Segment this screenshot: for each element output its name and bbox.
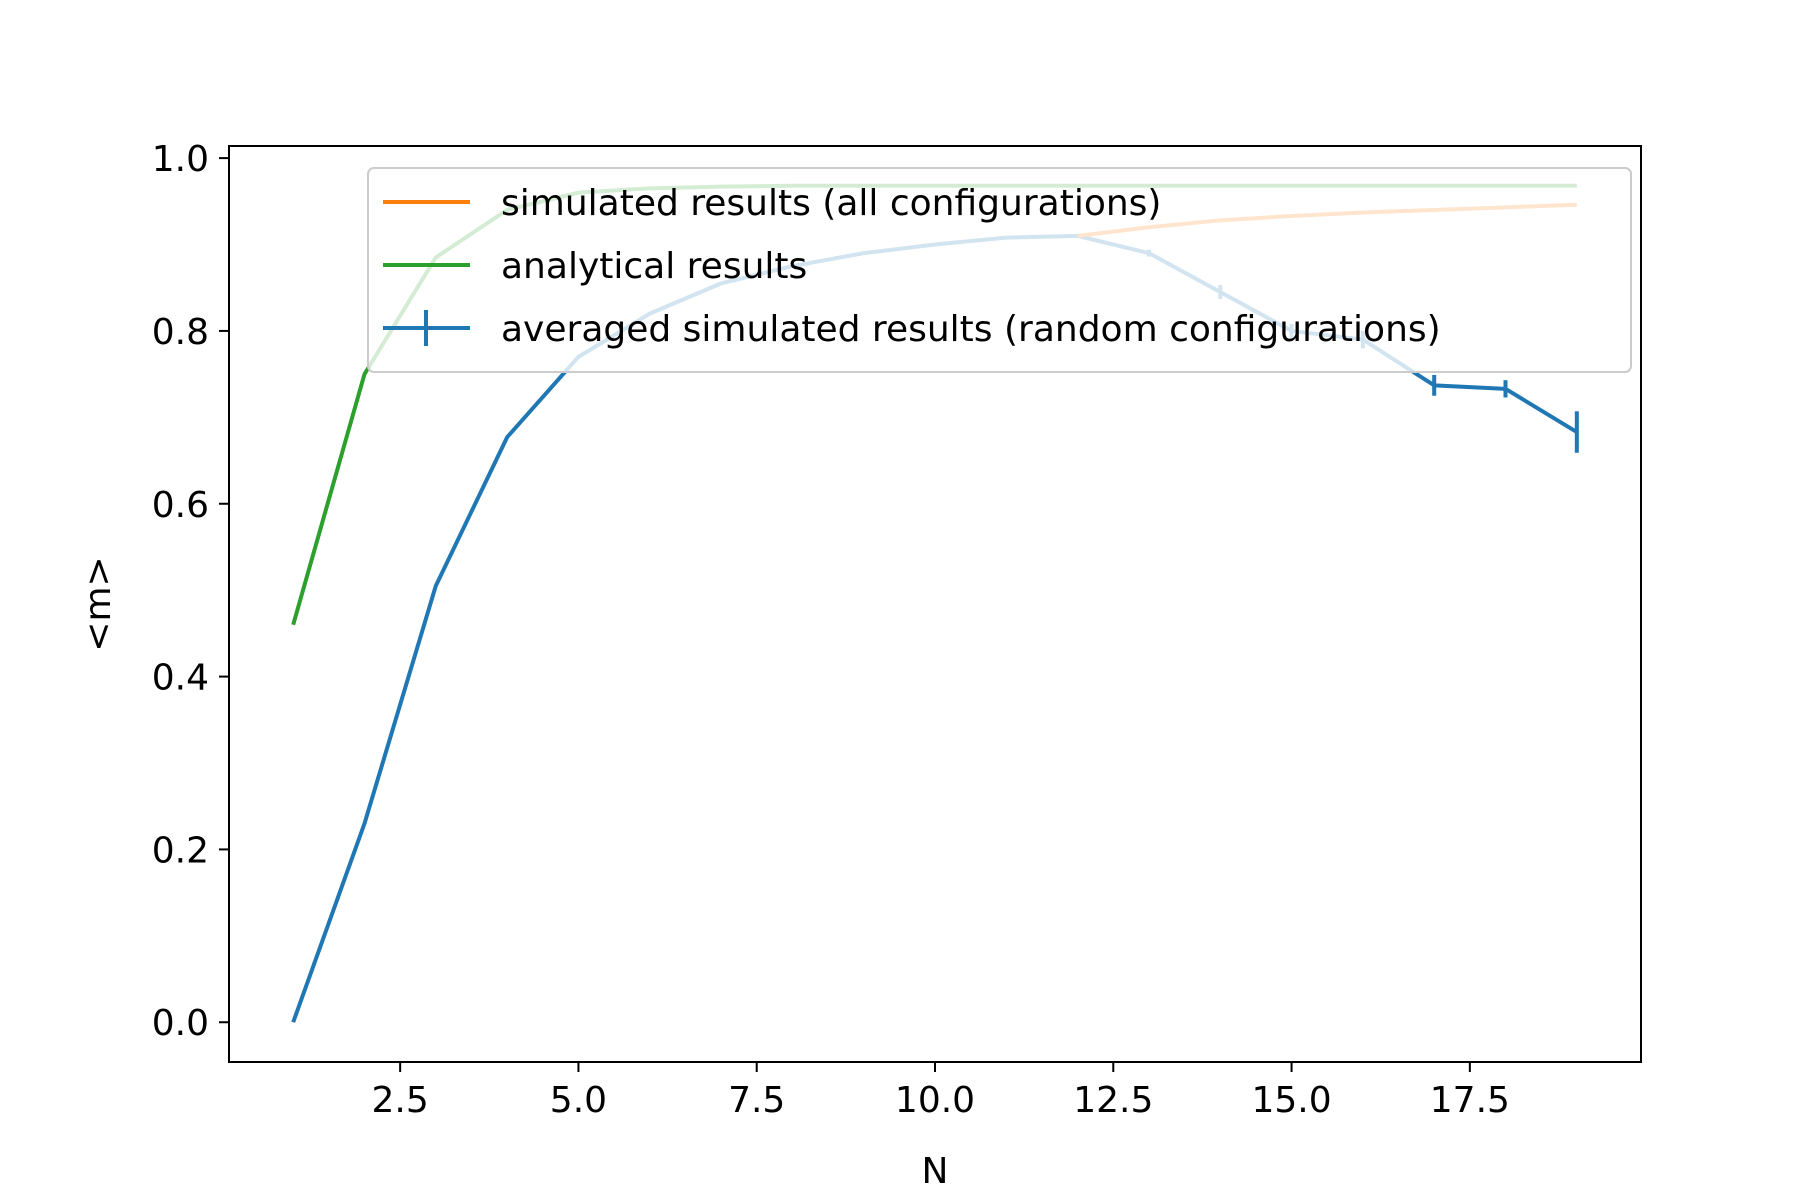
axes-frame: [228, 145, 1642, 1063]
y-tick-label: 0.8: [152, 312, 209, 353]
x-axis-label: N: [922, 1151, 949, 1192]
y-tick-label: 0.2: [152, 830, 209, 871]
y-tick-label: 0.4: [152, 658, 209, 699]
legend-box: [367, 167, 1632, 373]
legend-entry: simulated results (all configurations): [501, 183, 1161, 224]
x-tick-label: 15.0: [1251, 1080, 1331, 1121]
x-tick-label: 7.5: [728, 1080, 785, 1121]
x-tick-label: 10.0: [895, 1080, 975, 1121]
y-tick-label: 0.0: [152, 1003, 209, 1044]
x-axis-ticks: 2.5 5.0 7.5 10.0 12.5 15.0 17.5: [372, 1062, 1510, 1121]
x-tick-label: 12.5: [1073, 1080, 1153, 1121]
y-tick-label: 1.0: [152, 139, 209, 180]
x-tick-label: 17.5: [1430, 1080, 1510, 1121]
x-tick-label: 2.5: [372, 1080, 429, 1121]
y-tick-label: 0.6: [152, 485, 209, 526]
legend-entry: averaged simulated results (random confi…: [501, 309, 1441, 350]
legend-entry: analytical results: [501, 246, 807, 287]
y-axis-ticks: 0.0 0.2 0.4 0.6 0.8 1.0: [152, 139, 229, 1044]
x-tick-label: 5.0: [550, 1080, 607, 1121]
legend: simulated results (all configurations) an…: [367, 167, 1632, 373]
y-axis-label: <m>: [78, 556, 119, 651]
